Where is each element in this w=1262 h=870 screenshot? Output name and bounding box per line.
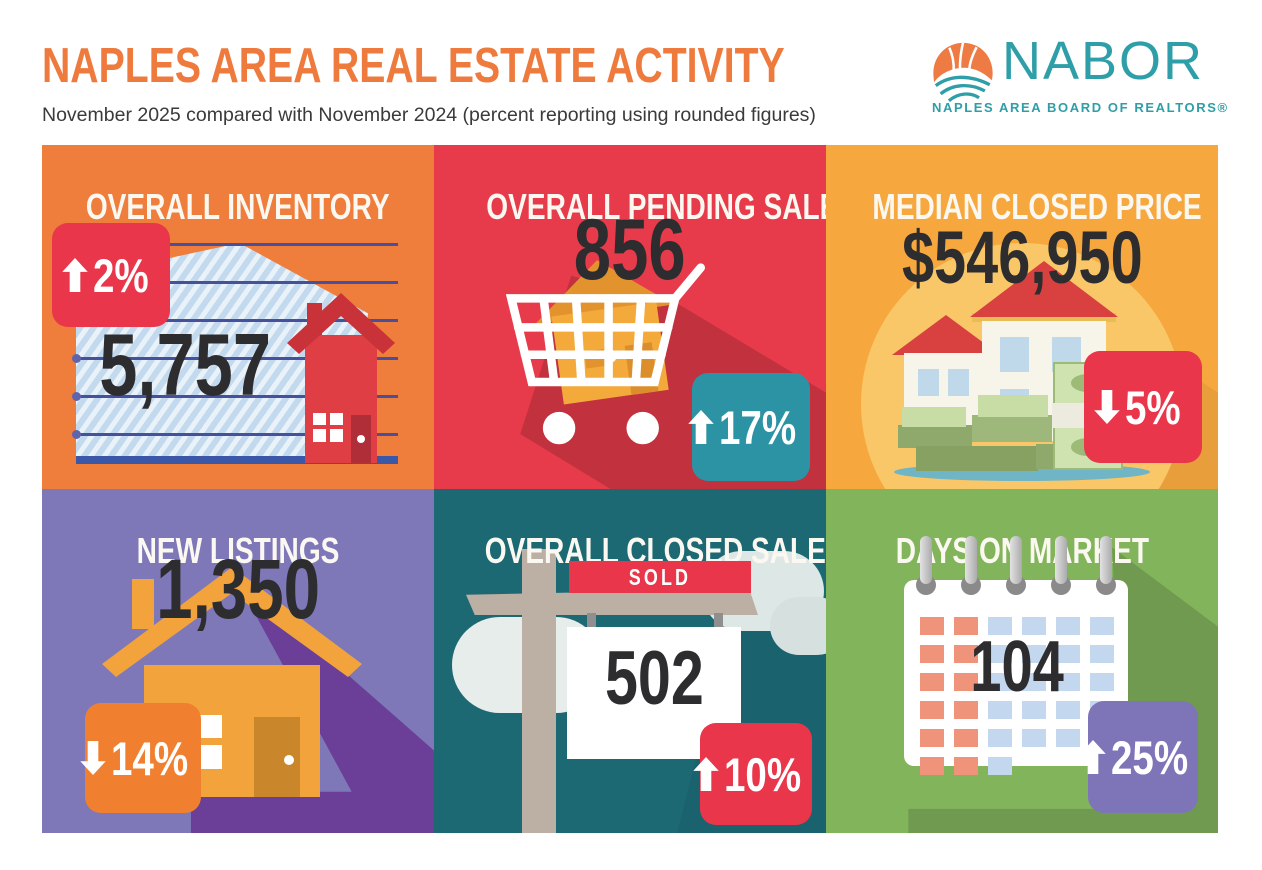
change-percent: 25% [1111, 730, 1189, 784]
change-badge: 5% [1084, 351, 1202, 463]
sign-post [522, 549, 556, 833]
grid-line [76, 395, 398, 398]
up-arrow-icon [693, 757, 720, 791]
change-badge: 25% [1080, 701, 1198, 813]
tile-title: OVERALL INVENTORY [86, 185, 390, 227]
sign-hanger [714, 613, 723, 629]
calendar-squares [954, 617, 978, 775]
down-arrow-icon [80, 741, 107, 775]
stat-tile-grid: OVERALL INVENTORY [42, 145, 1218, 833]
calendar-squares [988, 617, 1012, 775]
shopping-cart-house-icon [505, 260, 706, 445]
change-percent: 2% [92, 248, 149, 302]
stat-value: 856 [574, 202, 686, 298]
grid-line [76, 281, 398, 284]
cloud-shape [770, 597, 826, 655]
stat-value: 502 [604, 636, 704, 721]
grid-dot [72, 430, 81, 439]
stat-value: 5,757 [99, 315, 271, 414]
binder-stem [1055, 536, 1067, 584]
binder-stem [1010, 536, 1022, 584]
nabor-logo: NABOR NAPLES AREA BOARD OF REALTORS® [928, 31, 1227, 128]
shell-icon [933, 42, 993, 103]
grid-line [76, 243, 398, 246]
up-arrow-icon [61, 258, 88, 292]
change-badge: 10% [693, 723, 812, 825]
tile-overall-inventory: OVERALL INVENTORY [42, 145, 434, 489]
calendar-squares [1056, 617, 1080, 747]
change-percent: 17% [719, 400, 797, 454]
tile-overall-pending-sales: OVERALL PENDING SALES [434, 145, 826, 489]
logo-wordmark: NABOR [1002, 31, 1205, 91]
stat-value: 1,350 [156, 542, 320, 636]
tile-title: MEDIAN CLOSED PRICE [872, 185, 1202, 227]
page-title: NAPLES AREA REAL ESTATE ACTIVITY [42, 39, 785, 93]
binder-stem [1100, 536, 1112, 584]
grid-dot [72, 392, 81, 401]
tile-overall-closed-sales: OVERALL CLOSED SALES SOLD 502 10% [434, 489, 826, 833]
tile-median-closed-price: MEDIAN CLOSED PRICE [826, 145, 1218, 489]
change-percent: 14% [111, 731, 189, 785]
tile-title: OVERALL PENDING SALES [486, 185, 826, 227]
calendar-squares [920, 617, 944, 775]
up-arrow-icon [1080, 740, 1107, 774]
logo-tagline: NAPLES AREA BOARD OF REALTORS® [932, 100, 1229, 115]
change-badge: 17% [688, 373, 810, 481]
tile-title: NEW LISTINGS [136, 529, 340, 571]
grid-line [76, 433, 398, 436]
sold-banner: SOLD [569, 561, 751, 593]
stat-value: 104 [970, 627, 1064, 707]
grid-line [76, 319, 398, 322]
tile-days-on-market: DAYS ON MARKET 104 25% [826, 489, 1218, 833]
sign-hanger [587, 613, 596, 629]
red-house-icon [287, 293, 395, 463]
calendar-squares [1022, 617, 1046, 747]
grid-line [76, 357, 398, 360]
change-percent: 10% [724, 747, 802, 801]
change-badge: 2% [52, 223, 170, 327]
page-subtitle: November 2025 compared with November 202… [42, 104, 816, 126]
grid-dot [72, 354, 81, 363]
change-badge: 14% [80, 703, 201, 813]
binder-stem [965, 536, 977, 584]
stat-value: $546,950 [901, 216, 1143, 299]
binder-stem [920, 536, 932, 584]
tile-title: DAYS ON MARKET [895, 529, 1149, 571]
change-percent: 5% [1124, 380, 1181, 434]
up-arrow-icon [688, 410, 715, 444]
down-arrow-icon [1093, 390, 1120, 424]
chart-baseline [76, 456, 398, 464]
tile-new-listings: NEW LISTINGS 1,350 14% [42, 489, 434, 833]
